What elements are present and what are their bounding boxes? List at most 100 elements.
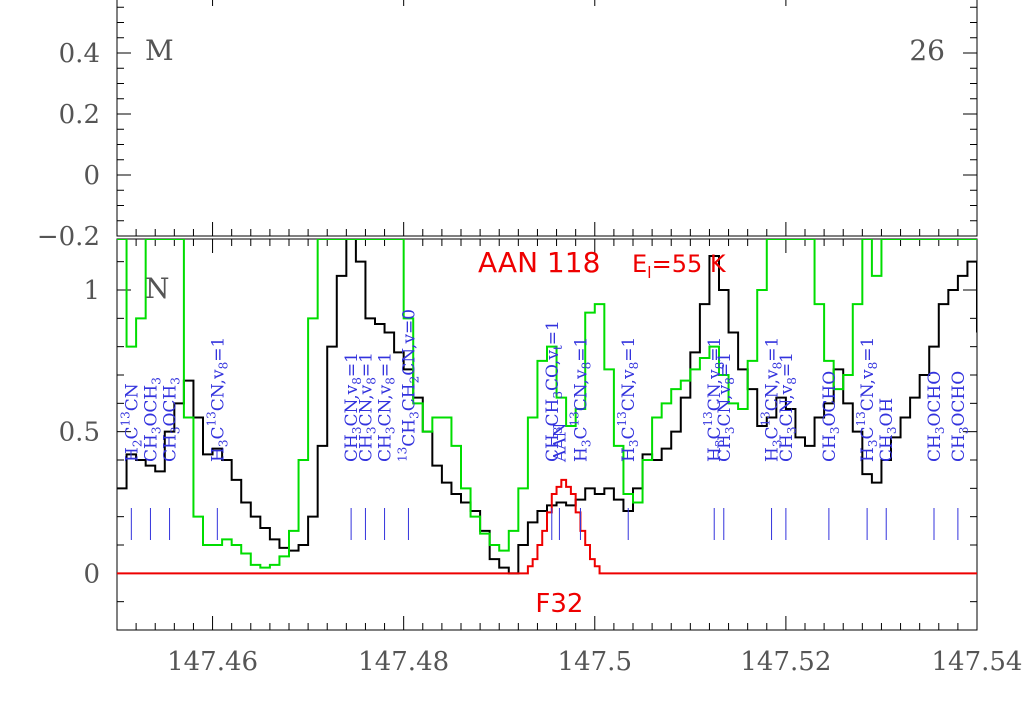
top-y-tick-label: 0.2: [59, 100, 100, 130]
line-label-base-after-sub: OCH: [141, 385, 161, 427]
line-label-base-after-sub: =1: [571, 337, 591, 362]
line-label-base-after-sub: CN,v: [342, 384, 362, 426]
line-label-group: H3C13CN,v8=1: [204, 337, 230, 540]
line-label-sub: 8: [364, 377, 378, 385]
bottom-y-tick-label: 0.5: [59, 418, 100, 448]
line-label-base: H: [122, 447, 142, 462]
line-label-sup: 13: [204, 411, 218, 426]
line-label-base-after-sub: CN,v: [376, 384, 396, 426]
line-label: CH3OCH3: [161, 377, 183, 462]
line-label-base: H: [208, 447, 228, 462]
line-label: CH3OCHO: [925, 371, 947, 462]
line-label: CH3OCH3: [141, 377, 163, 462]
line-label: CH3OH: [877, 398, 899, 462]
line-label-group: CH3CN,v8=1: [342, 352, 364, 540]
line-label-base: CH: [161, 434, 181, 462]
line-label-sub: 8: [771, 362, 785, 370]
line-label-base-after-sub: =1: [763, 337, 783, 362]
line-label-base: H: [571, 447, 591, 462]
line-label: H2C13CN: [118, 383, 144, 462]
line-label-sup: 13: [701, 411, 715, 426]
line-label-base-after-sup: CN: [122, 383, 142, 411]
line-label-sub: 3: [771, 440, 785, 448]
line-label-base-after-sub: OCHO: [949, 371, 969, 427]
line-label-base: CH: [543, 434, 563, 462]
line-label-sub: 3: [551, 391, 565, 399]
line-label-sup: 13: [854, 411, 868, 426]
line-label-sub: 2: [130, 440, 144, 448]
line-label-base-after-sub: CN,v: [356, 384, 376, 426]
series-species_model: [117, 478, 977, 575]
line-label-sup: 13: [395, 447, 409, 462]
line-label: CH3CN,v8=1: [342, 352, 364, 462]
line-label: CH3CN,v8=1: [777, 352, 799, 462]
line-label-base-after-sub: OCHO: [925, 371, 945, 427]
line-label-sub: 3: [627, 440, 641, 448]
line-label-sub: 3: [957, 427, 971, 435]
bottom-panel-label-left: N: [145, 272, 170, 305]
line-label-base-after-sub: =1: [705, 337, 725, 362]
line-label-sup: 13: [759, 411, 773, 426]
line-label-sub: 8: [216, 362, 230, 370]
line-label-sub: 3: [713, 440, 727, 448]
line-label: H3C13CN,v8=1: [567, 337, 593, 462]
top-panel-frame: [116, 0, 978, 237]
line-label-base: CH: [141, 434, 161, 462]
line-label-group: CH3CH3CO,vt=1: [543, 320, 565, 540]
line-label-sub: 8: [866, 362, 880, 370]
line-label-base-after-sub: C: [122, 427, 142, 440]
line-label-base-after-sub: OCH: [161, 385, 181, 427]
line-label: H3C13CN,v8=1: [759, 337, 785, 462]
line-label-base: AAN: [550, 422, 570, 463]
line-label: AAN: [550, 422, 570, 463]
line-label-base: CH: [820, 434, 840, 462]
line-label-sub: 8: [723, 377, 737, 385]
line-label-sub: 3: [828, 427, 842, 435]
top-y-tick-label: 0: [83, 161, 100, 191]
top-panel-label-right: 26: [909, 34, 945, 67]
line-label-group: CH3OH: [877, 398, 899, 540]
line-label-sub: 3: [551, 427, 565, 435]
line-label-sub: 2: [407, 376, 421, 384]
line-label-sub: 3: [933, 427, 947, 435]
line-label-base-after-sup: CN,v: [571, 369, 591, 411]
line-label: CH3CN,v8=1: [376, 352, 398, 462]
line-label-base-after-sub: =1: [858, 337, 878, 362]
line-label-group: H2C13CN: [118, 383, 144, 540]
line-label-base: CH: [777, 434, 797, 462]
line-label-base-after-sub: C: [705, 427, 725, 440]
line-label-sub: 3: [785, 427, 799, 435]
line-label-group: CH3OCHO: [820, 371, 842, 540]
line-label-base-after-sub: OH: [877, 398, 897, 427]
line-label-base-after-sub: =1: [619, 337, 639, 362]
top-panel: −0.2 0 0.2 0.4 M 26: [37, 0, 978, 252]
line-label-base-after-sub: C: [571, 427, 591, 440]
bottom-y-tick-label: 0: [83, 559, 100, 589]
line-label-group: CH3CN,v8=1: [376, 352, 398, 540]
line-label-base-after-sub: =1: [376, 352, 396, 377]
line-label-sub: 3: [579, 440, 593, 448]
line-label-sub: t: [551, 345, 565, 350]
line-label-group: CH3CN,v8=1: [777, 352, 799, 540]
line-label-base: CH: [715, 434, 735, 462]
line-label-base-after-sub: =1: [356, 352, 376, 377]
line-label-base-after-sub: =1: [715, 352, 735, 377]
x-tick-label: 147.54: [932, 647, 1023, 677]
line-label-base-after-sup: CN,v: [208, 369, 228, 411]
annotation-energy-subscript: l: [647, 263, 651, 282]
line-label-base-after-sub: C: [208, 427, 228, 440]
line-label-group: CH3CN,v8=1: [715, 352, 737, 540]
line-label-base: H: [705, 447, 725, 462]
line-label-sub: 3: [407, 411, 421, 419]
line-label-group: CH3CN,v8=1: [356, 352, 378, 540]
top-y-tick-label: −0.2: [37, 222, 100, 252]
line-label-base-after-sup: CN,v: [705, 369, 725, 411]
line-label-sub: 3: [364, 427, 378, 435]
line-label-base: CH: [925, 434, 945, 462]
line-label: H3C13CN,v8=1: [615, 337, 641, 462]
line-label-sub: 3: [723, 427, 737, 435]
line-label-base-after-sub: CN,v: [777, 384, 797, 426]
line-label-base-after-sub: C: [619, 427, 639, 440]
line-label-base: CH: [949, 434, 969, 462]
